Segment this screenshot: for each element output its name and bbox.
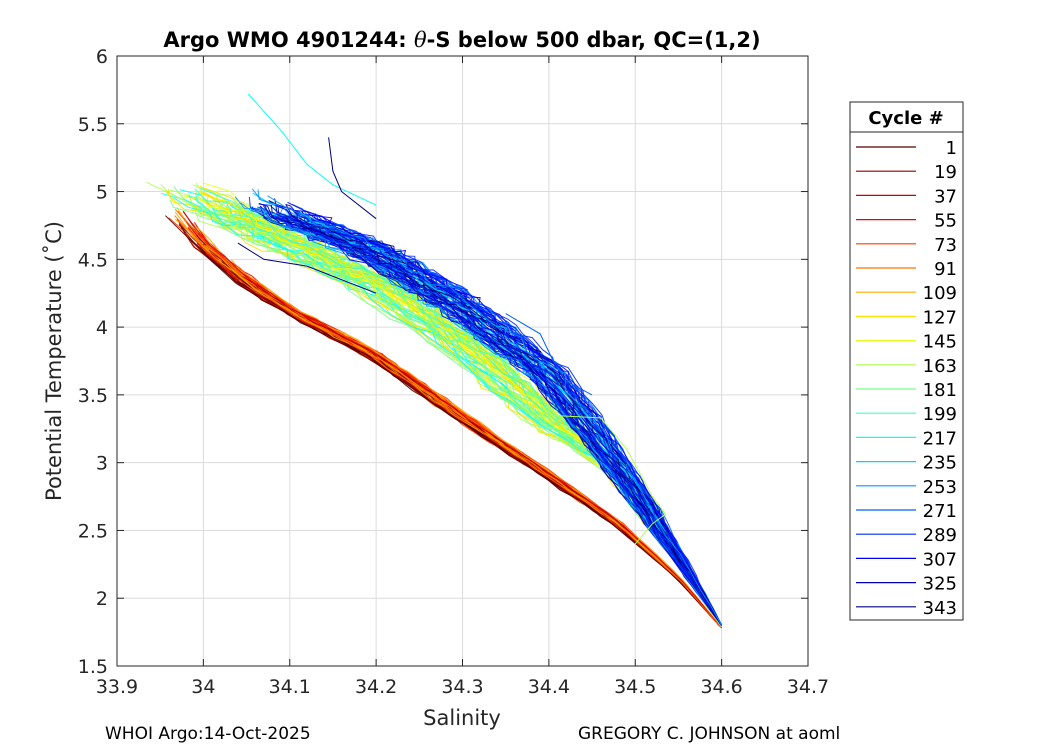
- y-tick-label: 3: [96, 453, 108, 475]
- y-tick-label: 2.5: [78, 520, 108, 542]
- x-tick-label: 34.5: [614, 676, 656, 698]
- x-ticks: 33.9 34 34.1 34.2 34.3 34.4 34.5 34.6 34.7: [96, 56, 829, 698]
- x-tick-label: 34.7: [787, 676, 829, 698]
- y-tick-label: 4.5: [78, 249, 108, 271]
- legend-label: 289: [923, 525, 957, 546]
- y-tick-label: 6: [96, 46, 108, 68]
- legend-label: 73: [934, 235, 957, 256]
- legend-label: 343: [923, 598, 957, 619]
- x-tick-label: 34.4: [528, 676, 570, 698]
- profile-line: [287, 201, 723, 626]
- x-axis-label: Salinity: [423, 706, 501, 730]
- legend-label: 271: [923, 501, 957, 522]
- profile-line: [264, 204, 723, 626]
- y-tick-label: 1.5: [78, 656, 108, 678]
- legend-label: 145: [923, 332, 957, 353]
- profile-line: [267, 195, 723, 626]
- footer-date: WHOI Argo:14-Oct-2025: [105, 724, 311, 744]
- profile-line: [275, 205, 723, 626]
- legend-label: 163: [923, 356, 957, 377]
- y-tick-label: 2: [96, 588, 108, 610]
- profile-line: [327, 220, 723, 626]
- x-tick-label: 34.2: [355, 676, 397, 698]
- chart-title: Argo WMO 4901244: θ-S below 500 dbar, QC…: [163, 28, 760, 52]
- profile-line: [303, 217, 723, 626]
- profile-line: [250, 209, 723, 626]
- y-tick-label: 5: [96, 182, 108, 204]
- legend-label: 199: [923, 404, 957, 425]
- profile-line: [208, 245, 722, 629]
- outlier-profile-line: [237, 242, 377, 294]
- y-tick-label: 5.5: [78, 114, 108, 136]
- profile-line: [303, 210, 723, 626]
- legend-label: 235: [923, 453, 957, 474]
- legend-label: 19: [934, 162, 957, 183]
- legend-label: 307: [923, 549, 957, 570]
- profile-line: [174, 209, 722, 629]
- footer-author: GREGORY C. JOHNSON at aoml: [578, 724, 841, 744]
- outlier-profile-line: [505, 313, 593, 396]
- profile-line: [176, 218, 722, 629]
- y-tick-label: 3.5: [78, 385, 108, 407]
- y-axis-label: Potential Temperature (˚C): [42, 221, 66, 501]
- profile-line: [189, 233, 722, 629]
- legend-label: 91: [934, 259, 957, 280]
- profile-lines: [146, 93, 723, 629]
- legend-label: 55: [934, 211, 957, 232]
- x-tick-label: 34.3: [441, 676, 483, 698]
- legend-label: 37: [934, 186, 957, 207]
- profile-line: [201, 250, 722, 629]
- legend-label: 325: [923, 574, 957, 595]
- profile-line: [280, 220, 723, 626]
- profile-line: [182, 211, 722, 629]
- x-tick-label: 34.6: [700, 676, 742, 698]
- legend-label: 253: [923, 477, 957, 498]
- profile-line: [285, 204, 723, 626]
- profile-line: [192, 223, 722, 629]
- legend-label: 109: [923, 283, 957, 304]
- legend: Cycle # 1 19 37 55 73 91 109 127 145 163 181 199 217…: [849, 101, 964, 621]
- x-tick-label: 34.1: [269, 676, 311, 698]
- legend-label: 1: [946, 138, 957, 159]
- legend-label: 217: [923, 428, 957, 449]
- profile-line: [313, 216, 723, 626]
- outlier-profile-line: [548, 414, 667, 545]
- legend-label: 127: [923, 307, 957, 328]
- outlier-profile-line: [247, 93, 377, 206]
- legend-label: 181: [923, 380, 957, 401]
- profile-line: [290, 218, 723, 626]
- legend-title: Cycle #: [868, 108, 943, 129]
- y-ticks: 1.5 2 2.5 3 3.5 4 4.5 5 5.5 6: [78, 46, 808, 678]
- x-tick-label: 33.9: [96, 676, 138, 698]
- outlier-profile-line: [328, 137, 377, 220]
- y-tick-label: 4: [96, 317, 108, 339]
- x-tick-label: 34: [191, 676, 215, 698]
